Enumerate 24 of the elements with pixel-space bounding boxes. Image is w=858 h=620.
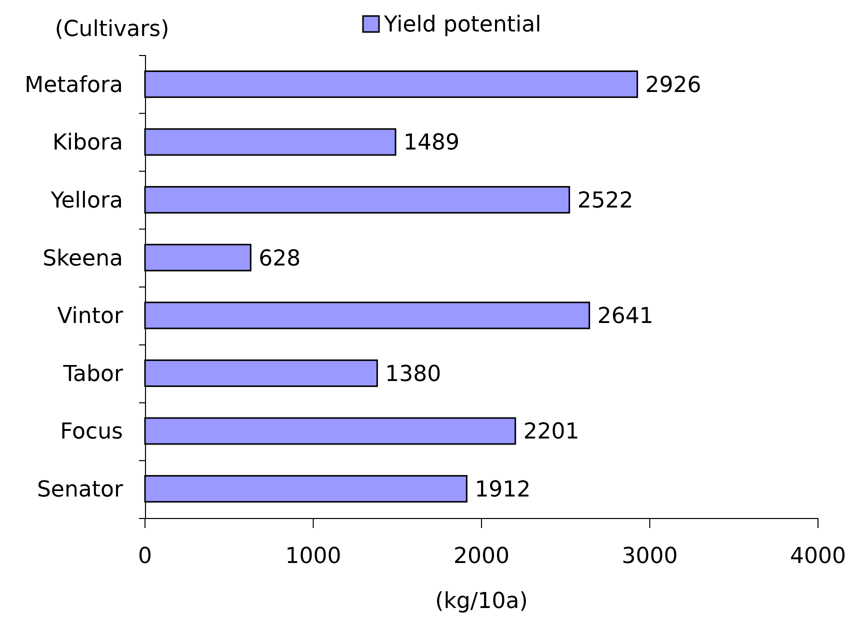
data-label: 2926	[645, 72, 702, 98]
data-label: 2522	[577, 188, 634, 214]
data-label: 2641	[597, 304, 654, 330]
data-label: 1912	[474, 478, 531, 503]
legend-label: Yield potential	[383, 12, 542, 38]
y-axis-title: (Cultivars)	[54, 17, 170, 42]
data-label: 1380	[385, 362, 442, 387]
x-tick-label: 2000	[454, 544, 510, 569]
x-tick-label: 4000	[790, 544, 846, 569]
y-tick-label: Yellora	[50, 188, 123, 214]
y-tick-label: Metafora	[24, 72, 123, 98]
y-tick-label: Kibora	[52, 130, 123, 156]
y-tick-label: Senator	[36, 478, 124, 503]
x-tick-label: 1000	[285, 544, 342, 569]
y-tick-label: Focus	[60, 420, 123, 445]
x-tick-label: 3000	[622, 544, 678, 569]
data-label: 1489	[404, 130, 460, 156]
data-label: 628	[258, 246, 301, 272]
x-axis-title: (kg/10a)	[435, 589, 528, 614]
data-label: 2201	[523, 420, 580, 445]
y-tick-label: Skeena	[42, 246, 123, 272]
x-tick-label: 0	[138, 544, 152, 569]
y-tick-label: Vintor	[57, 304, 124, 330]
y-tick-label: Tabor	[62, 362, 124, 387]
